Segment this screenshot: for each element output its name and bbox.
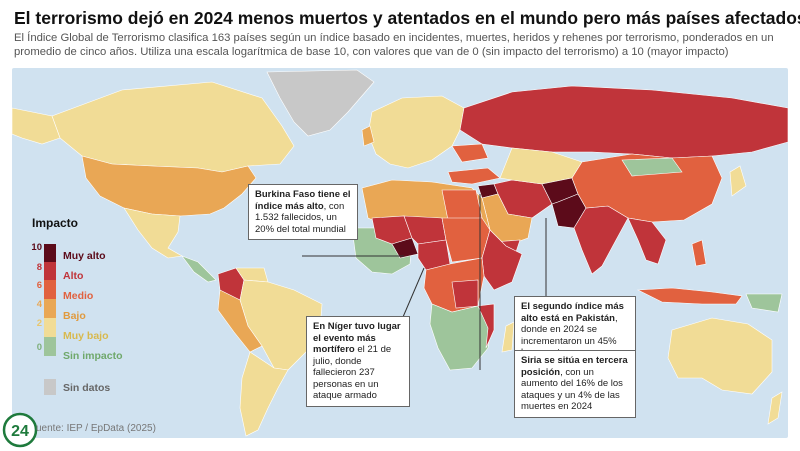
- uk: [361, 125, 375, 147]
- legend-label-alto: Alto: [63, 270, 84, 282]
- southeast-asia: [627, 217, 667, 265]
- russia: [459, 85, 788, 159]
- legend-swatch-muy-bajo: [44, 318, 56, 337]
- brand-logo-text: 24: [11, 423, 29, 440]
- legend-swatch-sin-impacto: [44, 337, 56, 356]
- world-map-svg: [12, 69, 788, 437]
- source-credit: uente: IEP / EpData (2025): [36, 423, 156, 434]
- callout-siria-strong: Siria se sitúa en tercera posición: [521, 355, 628, 378]
- dr-congo: [451, 279, 479, 309]
- callout-siria-text: , con un aumento del 16% de los ataques …: [521, 366, 623, 413]
- callout-burkina-text: , con 1.532 fallecidos, un 20% del total…: [255, 200, 346, 235]
- greenland: [266, 69, 375, 137]
- new-zealand: [767, 391, 783, 425]
- legend-label-bajo: Bajo: [63, 310, 86, 322]
- mozambique: [477, 303, 495, 349]
- callout-niger-strong: En Níger tuvo lugar el evento más mortíf…: [313, 321, 401, 355]
- india: [573, 205, 629, 275]
- legend-label-muy-alto: Muy alto: [63, 250, 106, 262]
- page-title: El terrorismo dejó en 2024 menos muertos…: [14, 8, 800, 28]
- central-america: [181, 255, 217, 283]
- legend-tick-2: 2: [36, 318, 42, 329]
- legend-swatch-sin-datos: [44, 379, 56, 395]
- legend-tick-0: 0: [36, 342, 42, 353]
- callout-burkina-faso: Burkina Faso tiene el índice más alto, c…: [248, 184, 358, 240]
- legend-tick-10: 10: [31, 242, 42, 253]
- turkey: [447, 167, 501, 185]
- brand-logo: 24: [2, 412, 38, 448]
- legend-swatch-bajo: [44, 299, 56, 318]
- madagascar: [501, 321, 515, 353]
- legend-color-scale: [44, 244, 56, 356]
- peru: [217, 289, 263, 353]
- alaska: [12, 107, 61, 145]
- callout-niger: En Níger tuvo lugar el evento más mortíf…: [306, 316, 410, 407]
- callout-siria: Siria se sitúa en tercera posición, con …: [514, 350, 636, 418]
- indonesia: [636, 287, 743, 305]
- page-subtitle: El Índice Global de Terrorismo clasifica…: [14, 32, 774, 58]
- papua: [745, 293, 783, 313]
- legend-tick-8: 8: [36, 262, 42, 273]
- egypt: [441, 189, 483, 221]
- usa: [81, 155, 257, 217]
- callout-niger-text: el 21 de julio, donde fallecieron 237 pe…: [313, 344, 392, 401]
- legend-swatch-muy-alto: [44, 244, 56, 262]
- legend-swatch-medio: [44, 280, 56, 299]
- ukraine: [451, 143, 489, 163]
- legend-label-sin-datos: Sin datos: [63, 382, 111, 394]
- china: [571, 153, 723, 223]
- legend-label-medio: Medio: [63, 290, 94, 302]
- legend-label-sin-impacto: Sin impacto: [63, 350, 123, 362]
- legend-label-muy-bajo: Muy bajo: [63, 330, 109, 342]
- argentina-chile: [239, 351, 289, 437]
- japan: [729, 165, 747, 197]
- mongolia: [621, 157, 683, 177]
- legend-tick-6: 6: [36, 280, 42, 291]
- callout-pakistan-strong: El segundo índice más alto está en Pakis…: [521, 301, 624, 324]
- philippines: [691, 239, 707, 267]
- callout-burkina-strong: Burkina Faso tiene el índice más alto: [255, 189, 351, 212]
- legend-tick-4: 4: [36, 299, 42, 310]
- leader-niger: [399, 267, 425, 325]
- europe: [367, 95, 465, 169]
- mexico: [123, 207, 183, 259]
- legend: Impacto 10 8 6 4 2 0 Muy alto Alto Medio…: [30, 216, 140, 406]
- horn-of-africa: [481, 229, 523, 291]
- legend-swatch-alto: [44, 262, 56, 280]
- australia: [667, 317, 773, 395]
- legend-title: Impacto: [32, 216, 79, 230]
